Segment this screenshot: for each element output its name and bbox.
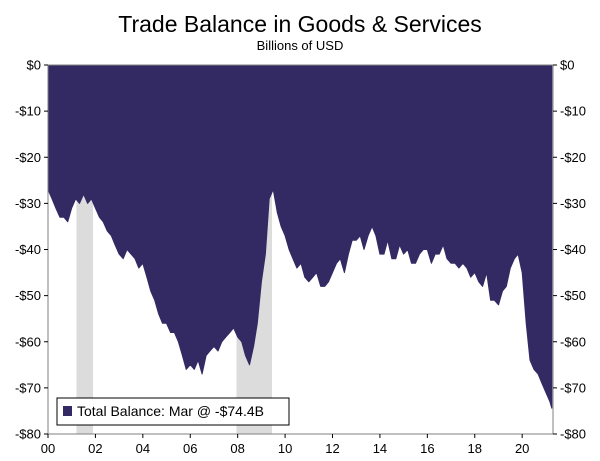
y-tick-label-left: -$50 [15,288,41,303]
x-tick-label: 06 [183,441,197,456]
legend-swatch [63,406,72,416]
y-tick-label-left: -$40 [15,242,41,257]
y-tick-label-right: -$20 [560,150,586,165]
series-area-total-balance [47,64,553,409]
y-tick-label-left: -$80 [15,427,41,442]
x-tick-label: 16 [420,441,434,456]
y-tick-label-right: $0 [560,58,574,73]
x-tick-label: 14 [373,441,387,456]
x-tick-label: 04 [136,441,150,456]
y-tick-label-right: -$10 [560,104,586,119]
y-tick-label-left: -$70 [15,380,41,395]
x-tick-label: 08 [230,441,244,456]
y-tick-label-right: -$40 [560,242,586,257]
x-tick-label: 00 [41,441,55,456]
y-tick-label-left: -$60 [15,334,41,349]
y-tick-label-right: -$50 [560,288,586,303]
y-tick-label-right: -$30 [560,196,586,211]
legend: Total Balance: Mar @ -$74.4B [56,397,290,426]
y-tick-label-left: -$10 [15,104,41,119]
x-tick-label: 18 [468,441,482,456]
x-tick-label: 02 [88,441,102,456]
y-tick-label-left: -$20 [15,150,41,165]
y-axis-right: $0 -$10 -$20 -$30 -$40 -$50 -$60 -$70 -$80 [553,58,586,442]
chart-subtitle: Billions of USD [256,38,344,53]
chart-title: Trade Balance in Goods & Services [118,11,482,37]
y-tick-label-right: -$70 [560,380,586,395]
y-axis-left: $0 -$10 -$20 -$30 -$40 -$50 -$60 -$70 -$80 [15,58,48,442]
y-tick-label-left: -$30 [15,196,41,211]
y-tick-label-right: -$80 [560,427,586,442]
x-tick-label: 20 [515,441,529,456]
y-tick-label-right: -$60 [560,334,586,349]
x-tick-label: 10 [278,441,292,456]
x-tick-label: 12 [325,441,339,456]
legend-label: Total Balance: Mar @ -$74.4B [77,403,264,419]
legend-box [56,397,290,426]
x-axis: 00 02 04 06 08 10 12 14 16 18 20 [41,434,529,456]
y-tick-label-left: $0 [27,58,41,73]
